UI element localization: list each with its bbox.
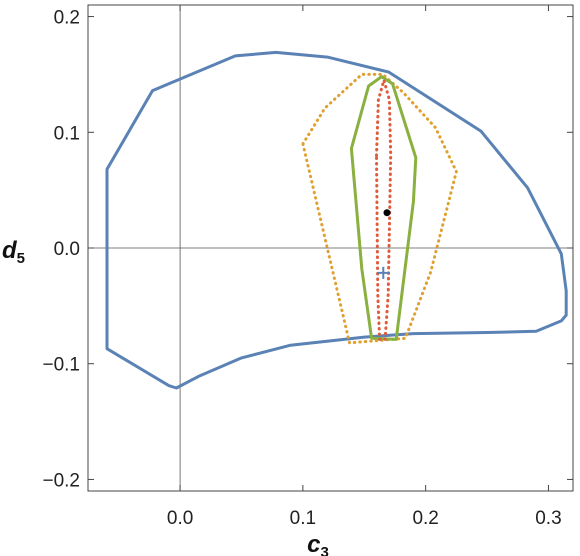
y-axis-title: d5 xyxy=(2,237,25,267)
marker-dot xyxy=(383,209,391,217)
marker-layer xyxy=(377,209,391,279)
x-tick-label: 0.3 xyxy=(535,508,561,529)
y-tick-label: −0.2 xyxy=(42,470,80,491)
y-tick-label: 0.2 xyxy=(54,8,80,29)
series-contour-3 xyxy=(349,75,418,341)
series-layer xyxy=(105,50,568,390)
series-contour-1 xyxy=(105,50,568,390)
x-tick-label: 0.2 xyxy=(412,508,438,529)
ticks: 0.0 0.1 0.2 0.3 −0.2 −0.1 0.0 0.1 0.2 xyxy=(42,5,573,529)
y-tick-label: 0.1 xyxy=(54,123,80,144)
y-tick-label: −0.1 xyxy=(42,355,80,376)
y-tick-label: 0.0 xyxy=(54,239,80,260)
series-contour-4 xyxy=(375,78,393,341)
series-contour-2 xyxy=(301,72,458,345)
marker-plus xyxy=(377,266,390,279)
x-tick-label: 0.1 xyxy=(290,508,316,529)
x-tick-label: 0.0 xyxy=(167,508,193,529)
x-axis-title: c3 xyxy=(307,531,329,556)
